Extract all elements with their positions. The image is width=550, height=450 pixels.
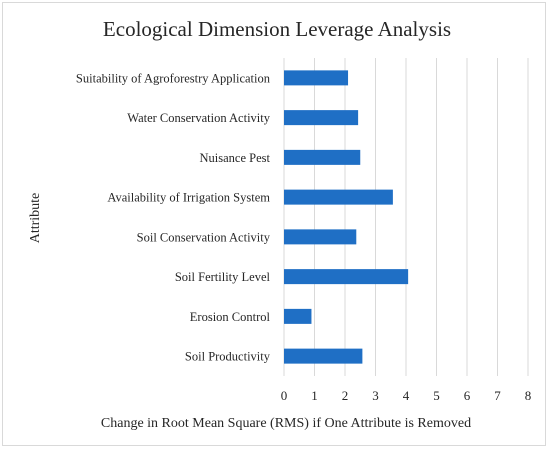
category-label: Nuisance Pest xyxy=(200,151,271,165)
category-label: Availability of Irrigation System xyxy=(107,191,270,205)
x-tick-label: 0 xyxy=(281,388,288,403)
bar xyxy=(284,70,349,86)
x-tick-label: 7 xyxy=(494,388,501,403)
bar xyxy=(284,149,361,165)
category-labels: Suitability of Agroforestry Application W… xyxy=(76,71,271,363)
bar xyxy=(284,229,357,245)
x-axis-title: Change in Root Mean Square (RMS) if One … xyxy=(101,416,471,431)
bar xyxy=(284,269,409,285)
category-label: Erosion Control xyxy=(190,310,271,324)
bar xyxy=(284,110,359,126)
x-tick-labels: 0 1 2 3 4 5 6 7 8 xyxy=(281,388,532,403)
x-tick-label: 3 xyxy=(372,388,379,403)
chart-frame xyxy=(2,2,546,446)
bar xyxy=(284,308,312,324)
chart-title: Ecological Dimension Leverage Analysis xyxy=(103,17,451,41)
x-tick-label: 5 xyxy=(433,388,440,403)
y-axis-title: Attribute xyxy=(28,193,43,244)
bars xyxy=(284,70,409,364)
x-tick-label: 4 xyxy=(403,388,410,403)
category-label: Soil Productivity xyxy=(185,350,271,364)
x-tick-label: 8 xyxy=(525,388,532,403)
x-tick-label: 6 xyxy=(464,388,471,403)
gridlines xyxy=(283,58,529,376)
bar xyxy=(284,189,393,205)
category-label: Water Conservation Activity xyxy=(127,111,270,125)
category-label: Suitability of Agroforestry Application xyxy=(76,71,271,85)
category-label: Soil Fertility Level xyxy=(175,270,271,284)
category-label: Soil Conservation Activity xyxy=(137,230,271,244)
x-tick-label: 2 xyxy=(342,388,349,403)
bar xyxy=(284,348,363,364)
x-tick-label: 1 xyxy=(311,388,318,403)
